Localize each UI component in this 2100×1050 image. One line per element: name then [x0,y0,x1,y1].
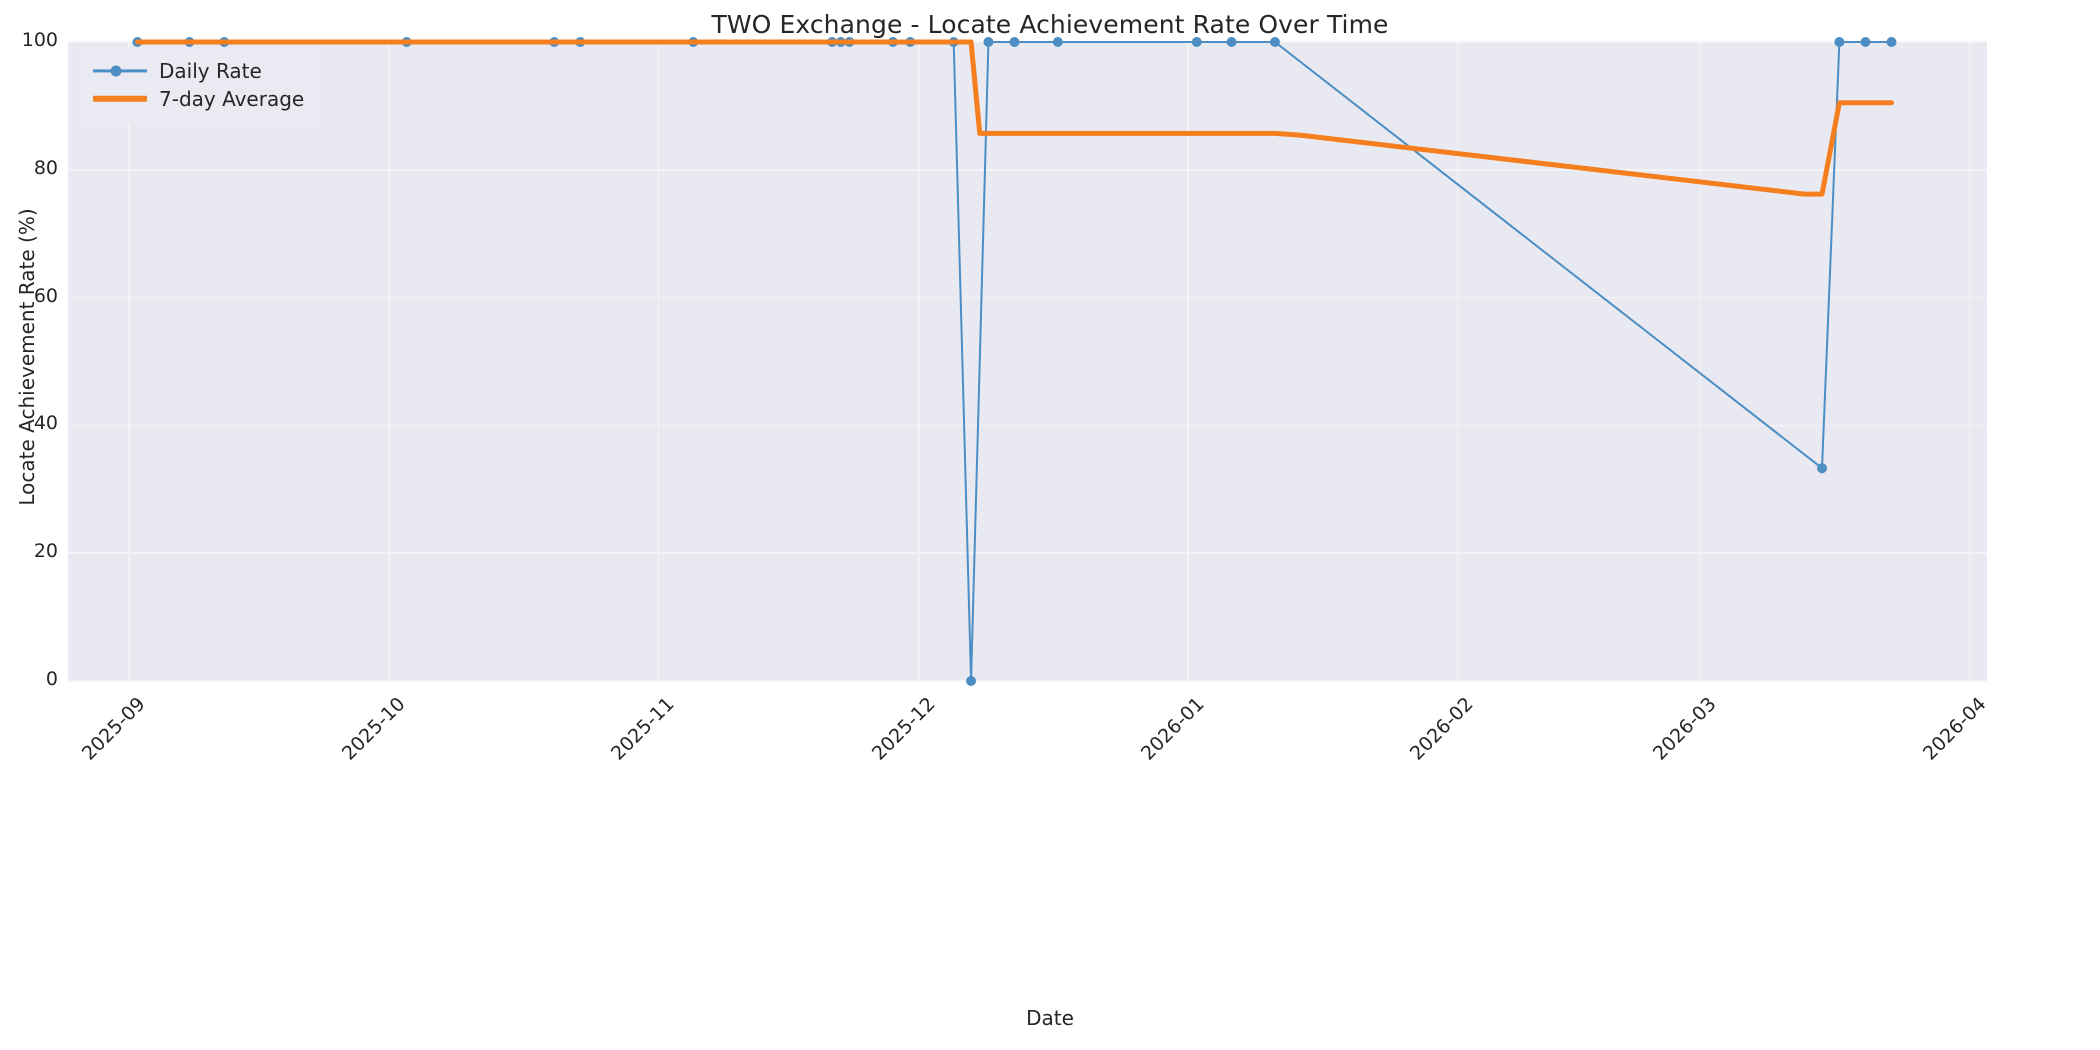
data-point-marker [983,37,994,47]
legend-item-daily-rate[interactable]: Daily Rate [93,57,304,85]
gridline-horizontal [68,424,1987,427]
y-tick-label: 80 [33,156,58,179]
data-point-marker [966,676,977,686]
x-tick-label: 2025-09 [77,693,150,765]
y-axis-label: Locate Achievement Rate (%) [15,208,39,506]
y-tick-label: 100 [21,29,58,51]
data-point-marker [1886,37,1897,47]
series-line-daily-rate [136,41,1893,682]
data-point-marker [1860,37,1871,47]
gridline-vertical [1699,42,1702,681]
series-line-7-day-average [134,39,1894,197]
gridline-vertical [1456,42,1459,681]
legend-label-daily-rate: Daily Rate [159,59,262,83]
data-point-marker [1052,37,1063,47]
plot-area [68,37,1987,686]
x-tick-label: 2026-03 [1649,693,1721,765]
gridline-vertical [1187,42,1189,681]
gridline-vertical [388,42,391,681]
data-point-marker [1834,37,1845,47]
data-point-marker [1817,463,1828,474]
gridline-horizontal [68,680,1987,682]
gridline-vertical [1968,42,1971,681]
x-tick-label: 2025-11 [607,693,680,765]
data-point-marker [1226,37,1237,47]
data-point-marker [1269,37,1280,47]
gridline-vertical [127,42,130,681]
x-tick-label: 2026-01 [1136,693,1209,765]
gridline-horizontal [68,552,1987,554]
gridline-vertical [918,42,920,681]
data-point-marker [1009,37,1020,47]
y-tick-label: 20 [33,540,58,563]
chart-legend[interactable]: Daily Rate 7-day Average [80,48,320,124]
y-tick-label: 0 [45,668,58,690]
x-tick-label: 2025-10 [338,693,410,765]
legend-swatch-seven-day-average [93,88,147,110]
x-axis-label: Date [1026,1006,1074,1030]
x-tick-label: 2025-12 [867,693,940,765]
y-tick-label: 60 [33,284,58,307]
x-tick-label: 2026-04 [1918,693,1991,765]
y-tick-label: 40 [33,412,58,435]
data-point-marker [1191,37,1202,47]
gridline-vertical [657,42,660,681]
legend-item-seven-day-average[interactable]: 7-day Average [93,85,304,113]
gridline-horizontal [68,169,1987,171]
chart-title: TWO Exchange - Locate Achievement Rate O… [711,10,1389,39]
legend-swatch-daily-rate [93,60,147,82]
legend-label-seven-day-average: 7-day Average [159,87,305,111]
series-layer [132,37,1897,686]
x-tick-label: 2026-02 [1406,693,1478,765]
gridline-horizontal [68,296,1987,299]
